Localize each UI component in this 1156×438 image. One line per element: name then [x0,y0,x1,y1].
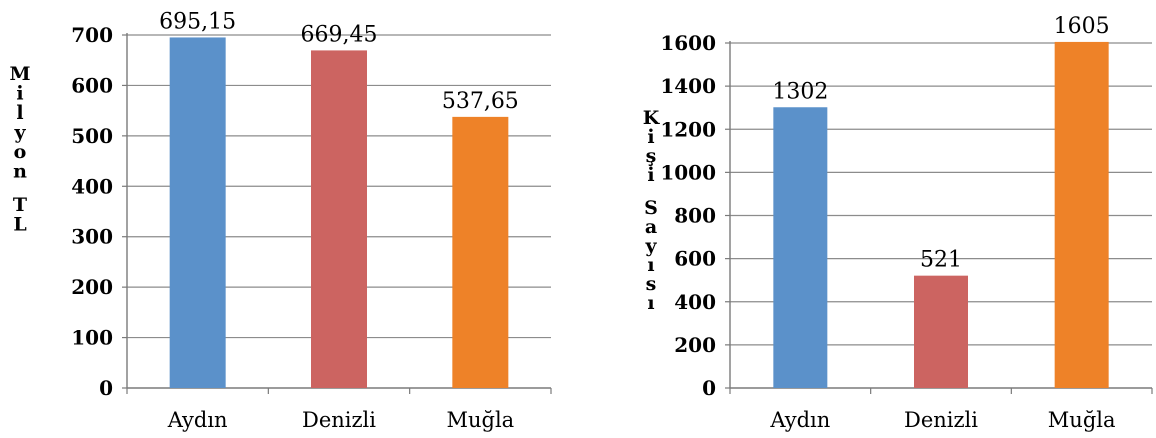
y-tick-label: 1200 [660,117,716,141]
bar-muğla [452,116,509,388]
bar-aydın [169,37,226,388]
y-tick-label: 1400 [660,74,716,98]
bar-aydın [773,107,828,388]
y-tick-label: 600 [71,73,113,97]
y-tick-label: 100 [71,326,113,350]
y-tick-label: 200 [71,275,113,299]
category-label: Muğla [446,408,514,432]
chart-revenue: 0 100 200 300 400 500 600 700 695,15 Aydın 669,45 D… [9,9,552,432]
y-tick-label: 0 [99,376,113,400]
y-tick-label: 0 [702,376,716,400]
y-tick-label: 500 [71,124,113,148]
y-tick-label: 800 [674,204,716,228]
category-label: Denizli [302,408,376,432]
chart-people-count: 0 200 400 600 800 1000 1200 1400 1600 1302 Aydın 52… [643,14,1153,432]
data-label: 521 [920,248,962,273]
y-tick-label: 400 [71,174,113,198]
data-label: 1302 [772,79,828,104]
bar-denizli [914,275,968,388]
category-label: Muğla [1048,408,1116,432]
category-label: Aydın [769,408,830,432]
data-label: 669,45 [301,22,378,47]
bar-muğla [1054,41,1109,388]
y-tick-label: 600 [674,247,716,271]
y-tick-label: 300 [71,225,113,249]
y-tick-label: 1000 [660,160,716,184]
data-label: 537,65 [442,89,519,114]
bar-denizli [311,50,367,388]
data-label: 1605 [1054,14,1110,39]
y-tick-label: 400 [674,290,716,314]
y-tick-label: 700 [71,23,113,47]
category-label: Aydın [167,408,228,432]
y-tick-label: 1600 [660,31,716,55]
y-tick-label: 200 [674,333,716,357]
data-label: 695,15 [159,9,236,34]
category-label: Denizli [904,408,978,432]
